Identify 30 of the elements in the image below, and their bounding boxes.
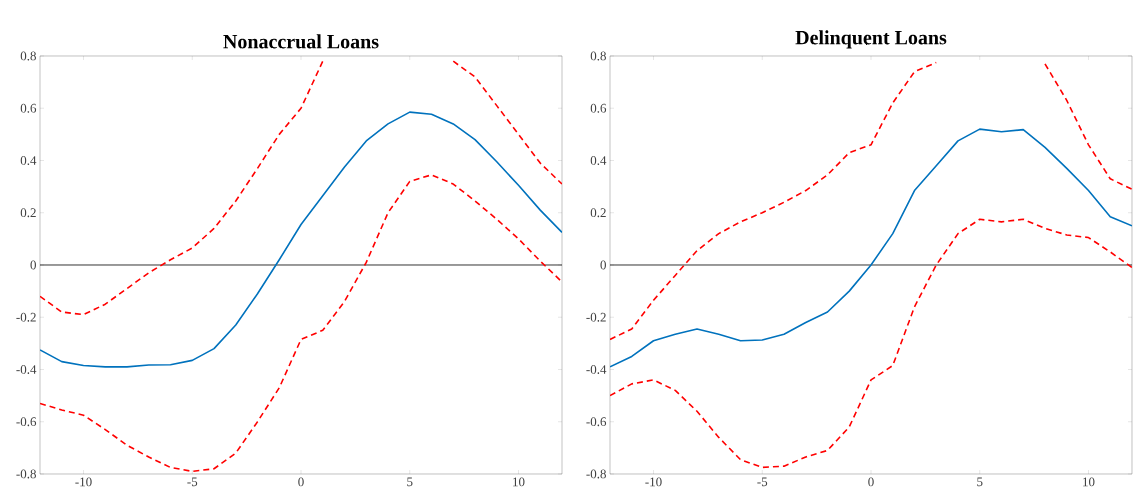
- chart-title: Delinquent Loans: [795, 30, 947, 49]
- y-tick-label: -0.6: [16, 417, 37, 427]
- y-tick-label: -0.2: [16, 312, 36, 322]
- y-tick-label: 0.4: [20, 156, 37, 165]
- chart-title: Nonaccrual Loans: [223, 34, 379, 49]
- x-tick-label: 5: [977, 477, 983, 487]
- y-tick-label: -0.8: [586, 469, 606, 479]
- x-tick-label: 0: [298, 477, 304, 487]
- y-tick-label: -0.2: [586, 312, 606, 322]
- x-tick-label: 10: [513, 477, 525, 487]
- x-tick-label: 5: [407, 477, 413, 487]
- x-tick-label: -5: [757, 477, 768, 487]
- y-tick-label: 0: [600, 260, 606, 270]
- y-tick-label: -0.4: [16, 365, 37, 374]
- y-tick-label: 0.2: [20, 208, 36, 218]
- y-tick-label: 0.8: [590, 51, 606, 61]
- x-tick-label: 10: [1083, 477, 1095, 487]
- y-tick-label: 0.4: [590, 156, 607, 165]
- y-tick-label: 0: [30, 260, 36, 270]
- y-tick-label: 0.6: [20, 103, 37, 113]
- x-tick-label: 0: [868, 477, 874, 487]
- y-tick-label: 0.8: [20, 51, 36, 61]
- y-tick-label: -0.8: [16, 469, 36, 479]
- x-tick-label: -10: [75, 477, 92, 487]
- y-tick-label: -0.6: [586, 417, 607, 427]
- y-tick-label: -0.4: [586, 365, 607, 374]
- y-tick-label: 0.6: [590, 103, 607, 113]
- x-tick-label: -5: [187, 477, 198, 487]
- y-tick-label: 0.2: [590, 208, 606, 218]
- x-tick-label: -10: [645, 477, 662, 487]
